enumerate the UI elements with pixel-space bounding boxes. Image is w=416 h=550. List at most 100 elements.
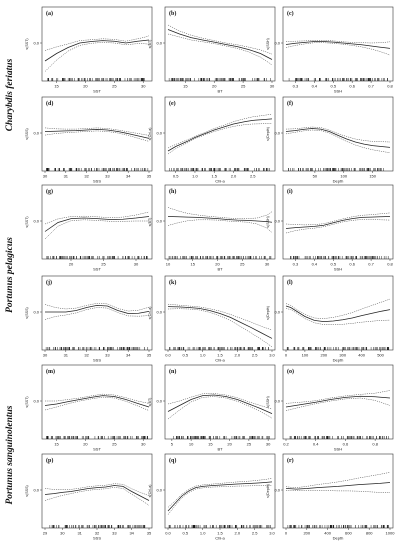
y-tick-label: 0.0 (156, 130, 162, 135)
x-axis-label: BT (217, 89, 223, 94)
y-axis-label: s(SSH) (266, 396, 270, 408)
rug-marks (168, 256, 272, 259)
x-tick-label: 30 (43, 353, 48, 358)
x-tick-label: 600 (345, 531, 352, 536)
x-tick-label: 0.8 (387, 262, 393, 267)
x-tick-label: 31 (77, 531, 82, 536)
fitted-curve (285, 305, 391, 322)
panel-label: (b) (169, 10, 176, 17)
y-axis-label: s(SSS) (25, 128, 29, 139)
y-axis-label: s(Chl-a) (148, 128, 152, 141)
panel-n: (n) 0.0 s(BT) 5 10 15 20 25 30 BT (148, 364, 276, 452)
y-tick-label: 0.0 (156, 487, 162, 492)
x-tick-label: 2.5 (250, 174, 256, 179)
confidence-lower (44, 307, 150, 320)
x-tick-label: 0.6 (343, 442, 349, 447)
x-axis-label: BT (217, 267, 223, 272)
y-tick-label: 0.0 (33, 40, 39, 45)
y-tick-label: 0.0 (274, 487, 280, 492)
plot-frame (282, 6, 394, 82)
rug-marks (168, 525, 271, 528)
x-tick-label: 0.3 (293, 84, 299, 89)
x-tick-label: 35 (147, 174, 152, 179)
confidence-upper (44, 483, 150, 496)
x-tick-label: 800 (366, 531, 373, 536)
y-axis-label: s(SST) (25, 38, 29, 49)
x-tick-label: 0.0 (165, 353, 171, 358)
panel-label: (f) (287, 100, 293, 107)
confidence-upper (44, 303, 150, 312)
confidence-upper (285, 126, 391, 143)
plot-frame (164, 6, 276, 82)
y-axis-label: s(Depth) (266, 127, 270, 141)
x-tick-label: 200 (320, 353, 327, 358)
x-tick-label: 20 (69, 262, 74, 267)
x-tick-label: 0.4 (313, 442, 319, 447)
y-tick-label: 0.0 (274, 398, 280, 403)
x-tick-label: 150 (369, 174, 376, 179)
y-tick-label: 0.0 (156, 40, 162, 45)
x-tick-label: 1.0 (200, 353, 206, 358)
x-axis-label: Depth (333, 358, 344, 363)
x-tick-label: 34 (129, 531, 134, 536)
x-tick-label: 0.3 (293, 262, 299, 267)
x-tick-label: 20 (83, 84, 88, 89)
confidence-lower (44, 487, 150, 506)
x-tick-label: 20 (215, 262, 220, 267)
x-axis-label: Chl-a (215, 179, 225, 184)
panel-label: (e) (169, 100, 176, 107)
x-tick-label: 0.5 (330, 262, 336, 267)
plot-frame (164, 364, 276, 440)
rug-marks (168, 78, 271, 81)
fitted-curve (44, 216, 150, 232)
y-axis-label: s(BT) (148, 40, 152, 49)
y-tick-label: 0.0 (274, 130, 280, 135)
x-tick-label: 25 (101, 262, 106, 267)
y-axis-label: s(SST) (25, 216, 29, 227)
rug-marks (169, 168, 270, 171)
confidence-lower (285, 219, 391, 234)
plot-frame (41, 364, 153, 440)
x-tick-label: 0 (285, 353, 288, 358)
x-axis-label: BT (217, 447, 223, 452)
confidence-lower (167, 485, 272, 515)
panel-label: (r) (287, 457, 294, 464)
x-tick-label: 0.2 (283, 442, 289, 447)
panel-label: (i) (287, 188, 293, 195)
panel-d: (d) 0.0 s(SSS) 30 31 32 33 34 35 SSS (25, 96, 153, 184)
x-axis-label: SST (93, 447, 101, 452)
fitted-curve (285, 395, 391, 408)
x-tick-label: 2.0 (235, 531, 241, 536)
panel-q: (q) 0.0 s(Chl-a) 0.0 0.5 1.0 1.5 2.0 2.5 3.0 Chl-a (148, 453, 276, 541)
x-tick-label: 1.5 (217, 353, 223, 358)
x-tick-label: 100 (302, 353, 309, 358)
y-tick-label: 0.0 (33, 309, 39, 314)
x-tick-label: 29 (43, 531, 48, 536)
x-axis-label: Chl-a (215, 536, 225, 541)
confidence-upper (167, 393, 273, 410)
fitted-curve (285, 128, 391, 148)
x-axis-label: SST (93, 267, 101, 272)
x-axis-label: SSH (334, 447, 342, 452)
confidence-upper (167, 113, 273, 149)
fitted-curve (167, 216, 273, 223)
rug-marks (290, 256, 389, 259)
x-tick-label: 400 (324, 531, 331, 536)
x-tick-label: 30 (141, 84, 146, 89)
x-tick-label: 30 (266, 442, 271, 447)
plot-frame (41, 6, 153, 82)
x-tick-label: 15 (54, 84, 59, 89)
x-tick-label: 0.5 (183, 353, 189, 358)
panel-p: (p) 0.0 s(SSS) 29 30 31 32 33 34 35 SSS (25, 453, 153, 541)
fitted-curve (285, 482, 391, 490)
confidence-lower (167, 308, 273, 348)
x-tick-label: 30 (141, 442, 146, 447)
fitted-curve (45, 305, 150, 314)
rug-marks (46, 436, 148, 439)
x-tick-label: 33 (105, 353, 110, 358)
x-tick-label: 34 (126, 353, 131, 358)
x-tick-label: 50 (313, 174, 318, 179)
x-tick-label: 3.0 (269, 353, 275, 358)
confidence-lower (44, 219, 149, 240)
